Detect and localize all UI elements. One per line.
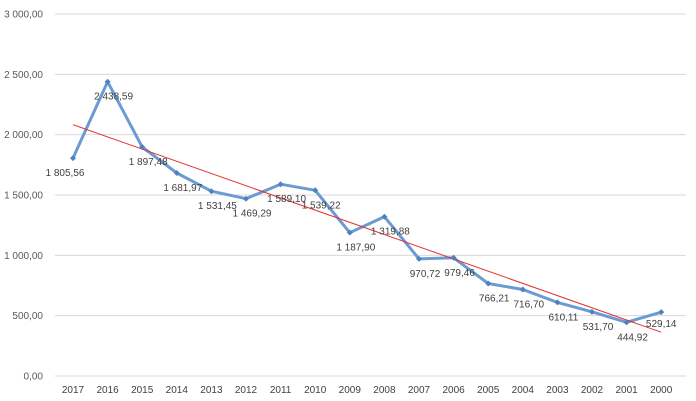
data-label: 1 539,22 [302, 200, 341, 211]
data-label: 979,46 [444, 268, 475, 279]
x-tick-label: 2000 [650, 385, 673, 396]
data-label: 716,70 [514, 300, 545, 311]
data-label: 1 681,97 [163, 183, 202, 194]
y-axis-ticks: 0,00 500,00 1 000,00 1 500,00 2 000,00 2 500,… [4, 10, 43, 383]
trendline-layer [72, 124, 662, 333]
data-label: 529,14 [646, 319, 677, 330]
data-point [70, 155, 76, 162]
x-tick-label: 2010 [304, 385, 327, 396]
data-label: 766,21 [479, 294, 510, 305]
data-label: 531,70 [583, 322, 614, 333]
y-tick-label: 1 500,00 [4, 191, 43, 202]
series-layer [71, 80, 662, 324]
x-tick-label: 2003 [546, 385, 569, 396]
x-tick-label: 2005 [477, 385, 500, 396]
data-label: 1 187,90 [336, 243, 375, 254]
x-tick-label: 2016 [96, 385, 119, 396]
x-tick-label: 2006 [442, 385, 465, 396]
x-tick-label: 2011 [270, 385, 292, 396]
y-tick-label: 0,00 [24, 372, 44, 383]
x-tick-label: 2008 [373, 385, 396, 396]
data-label: 2 438,59 [94, 92, 133, 103]
y-tick-label: 500,00 [12, 311, 43, 322]
trendline [72, 124, 662, 333]
gridlines [55, 13, 686, 377]
data-label: 610,11 [548, 312, 578, 323]
series-line [71, 80, 662, 324]
data-point [173, 170, 180, 177]
data-point [277, 181, 284, 188]
data-label: 1 319,88 [371, 227, 410, 238]
data-point [312, 187, 319, 194]
data-point [554, 299, 561, 306]
data-label: 1 469,29 [233, 209, 272, 220]
marker-layer [70, 78, 665, 326]
x-tick-label: 2004 [512, 385, 535, 396]
data-point [243, 195, 249, 202]
x-axis-ticks: 2017 2016 2015 2014 2013 2012 2011 2010 2009 2008… [62, 385, 673, 396]
data-point [450, 254, 457, 261]
x-tick-label: 2007 [408, 385, 431, 396]
data-point [416, 255, 422, 262]
data-label: 1 805,56 [46, 168, 85, 179]
data-label: 444,92 [617, 332, 648, 343]
x-tick-label: 2002 [581, 385, 604, 396]
data-point [104, 78, 111, 85]
x-tick-label: 2015 [131, 385, 154, 396]
data-point [658, 309, 665, 316]
data-label: 1 897,48 [129, 157, 168, 168]
data-label: 1 531,45 [198, 201, 237, 212]
data-point [623, 319, 630, 326]
x-tick-label: 2013 [200, 385, 223, 396]
y-tick-label: 1 000,00 [4, 251, 43, 262]
data-point [485, 280, 492, 287]
data-point [346, 229, 353, 236]
x-tick-label: 2017 [62, 385, 85, 396]
data-point [381, 213, 388, 220]
x-tick-label: 2014 [166, 385, 189, 396]
data-labels: 1 805,56 2 438,59 1 897,48 1 681,97 1 531,45… [46, 92, 677, 344]
data-label: 1 589,10 [267, 194, 306, 205]
y-tick-label: 2 000,00 [4, 130, 43, 141]
data-label: 970,72 [410, 269, 441, 280]
x-tick-label: 2001 [615, 385, 638, 396]
data-point [589, 308, 595, 315]
y-tick-label: 2 500,00 [4, 70, 43, 81]
x-tick-label: 2012 [235, 385, 258, 396]
x-tick-label: 2009 [339, 385, 362, 396]
data-point [139, 144, 146, 151]
data-point [519, 286, 526, 293]
y-tick-label: 3 000,00 [4, 10, 43, 21]
data-point [208, 188, 215, 195]
